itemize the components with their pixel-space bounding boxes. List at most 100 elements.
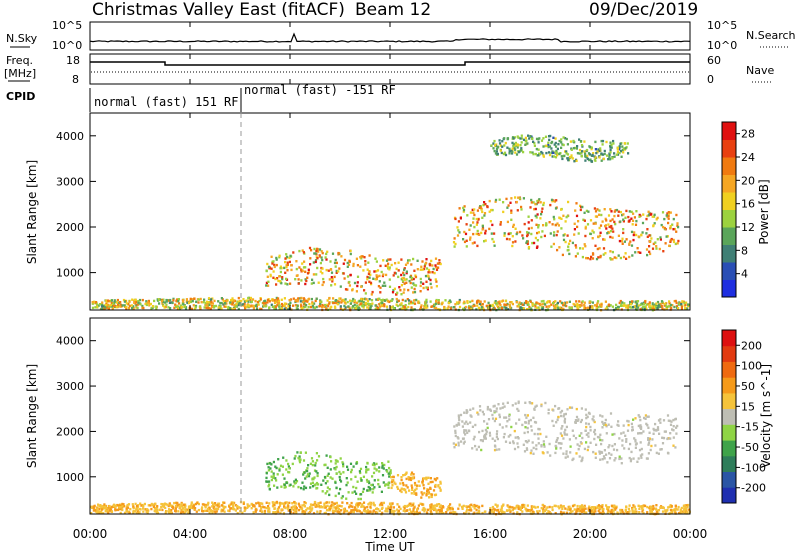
echo-cell — [299, 451, 302, 454]
echo-cell — [92, 506, 95, 510]
echo-cell — [97, 503, 100, 506]
echo-cell — [524, 413, 527, 417]
power-colorbar-segment — [722, 227, 736, 245]
x-tick-label: 04:00 — [173, 527, 208, 541]
echo-cell — [547, 408, 550, 411]
echo-cell — [605, 425, 608, 428]
echo-cell — [343, 299, 346, 303]
echo-cell — [554, 504, 557, 508]
echo-cell — [612, 448, 616, 451]
echo-cell — [295, 480, 299, 483]
echo-cell — [463, 422, 466, 425]
echo-cell — [379, 302, 382, 305]
echo-cell — [557, 505, 560, 508]
echo-cell — [325, 258, 328, 261]
echo-cell — [524, 507, 527, 510]
echo-cell — [113, 304, 116, 308]
echo-cell — [576, 152, 579, 155]
echo-cell — [453, 245, 456, 248]
echo-cell — [458, 423, 461, 426]
echo-cell — [326, 250, 329, 253]
echo-cell — [618, 457, 621, 461]
echo-cell — [326, 509, 330, 512]
echo-cell — [486, 408, 489, 411]
echo-cell — [252, 307, 255, 310]
echo-cell — [331, 509, 334, 512]
echo-cell — [458, 301, 461, 304]
echo-cell — [463, 512, 466, 515]
echo-cell — [605, 219, 608, 222]
echo-cell — [576, 302, 579, 306]
echo-cell — [601, 458, 604, 461]
echo-cell — [419, 502, 422, 505]
echo-cell — [387, 505, 390, 508]
echo-cell — [121, 508, 124, 512]
echo-cell — [289, 510, 292, 513]
echo-cell — [423, 491, 426, 495]
echo-cell — [373, 486, 376, 489]
x-axis-ticks: 00:00 04:00 08:00 12:00 16:00 20:00 00:00 — [73, 22, 707, 541]
echo-cell — [336, 303, 339, 306]
echo-cell — [547, 143, 550, 147]
echo-cell — [340, 496, 343, 500]
date-label: 09/Dec/2019 — [589, 0, 698, 20]
echo-cell — [277, 301, 280, 305]
echo-cell — [654, 241, 657, 244]
echo-cell — [671, 428, 674, 431]
echo-cell — [594, 222, 597, 225]
echo-cell — [593, 207, 596, 210]
echo-cell — [173, 306, 176, 309]
echo-cell — [646, 424, 649, 427]
echo-cell — [625, 438, 628, 441]
echo-cell — [685, 301, 688, 304]
echo-cell — [554, 137, 557, 140]
echo-cell — [503, 416, 506, 419]
echo-cell — [458, 418, 461, 422]
echo-cell — [183, 305, 186, 309]
echo-cell — [568, 300, 571, 303]
echo-cell — [557, 442, 560, 445]
echo-cell — [534, 214, 537, 218]
echo-cell — [337, 251, 340, 255]
echo-cell — [457, 229, 460, 232]
echo-cell — [560, 434, 564, 437]
echo-cell — [273, 504, 276, 507]
echo-cell — [213, 304, 216, 308]
echo-cell — [290, 507, 293, 511]
echo-cell — [158, 302, 161, 305]
echo-cell — [463, 431, 466, 434]
echo-cell — [595, 307, 598, 310]
echo-cell — [493, 508, 497, 511]
echo-cell — [587, 422, 590, 426]
echo-cell — [494, 417, 498, 420]
echo-cell — [296, 451, 299, 454]
echo-cell — [283, 477, 286, 480]
echo-cell — [492, 147, 495, 150]
echo-cell — [294, 454, 297, 458]
echo-cell — [193, 307, 196, 310]
echo-cell — [615, 303, 618, 307]
echo-cell — [604, 300, 607, 303]
echo-cell — [365, 478, 369, 482]
echo-cell — [610, 224, 613, 228]
echo-cell — [342, 272, 345, 275]
echo-cell — [365, 470, 368, 474]
echo-cell — [641, 507, 644, 510]
echo-cell — [483, 437, 486, 440]
echo-cell — [421, 480, 424, 484]
echo-cell — [526, 430, 529, 434]
echo-cell — [425, 267, 429, 270]
echo-cell — [649, 252, 652, 256]
echo-cell — [532, 152, 535, 156]
echo-cell — [648, 431, 651, 434]
echo-cell — [385, 483, 388, 486]
echo-cell — [362, 298, 365, 301]
echo-cell — [130, 304, 133, 307]
echo-cell — [547, 412, 550, 415]
echo-cell — [483, 300, 486, 303]
echo-cell — [545, 301, 549, 304]
echo-cell — [304, 299, 308, 302]
echo-cell — [273, 263, 276, 267]
echo-cell — [591, 154, 594, 157]
echo-cell — [479, 439, 482, 442]
